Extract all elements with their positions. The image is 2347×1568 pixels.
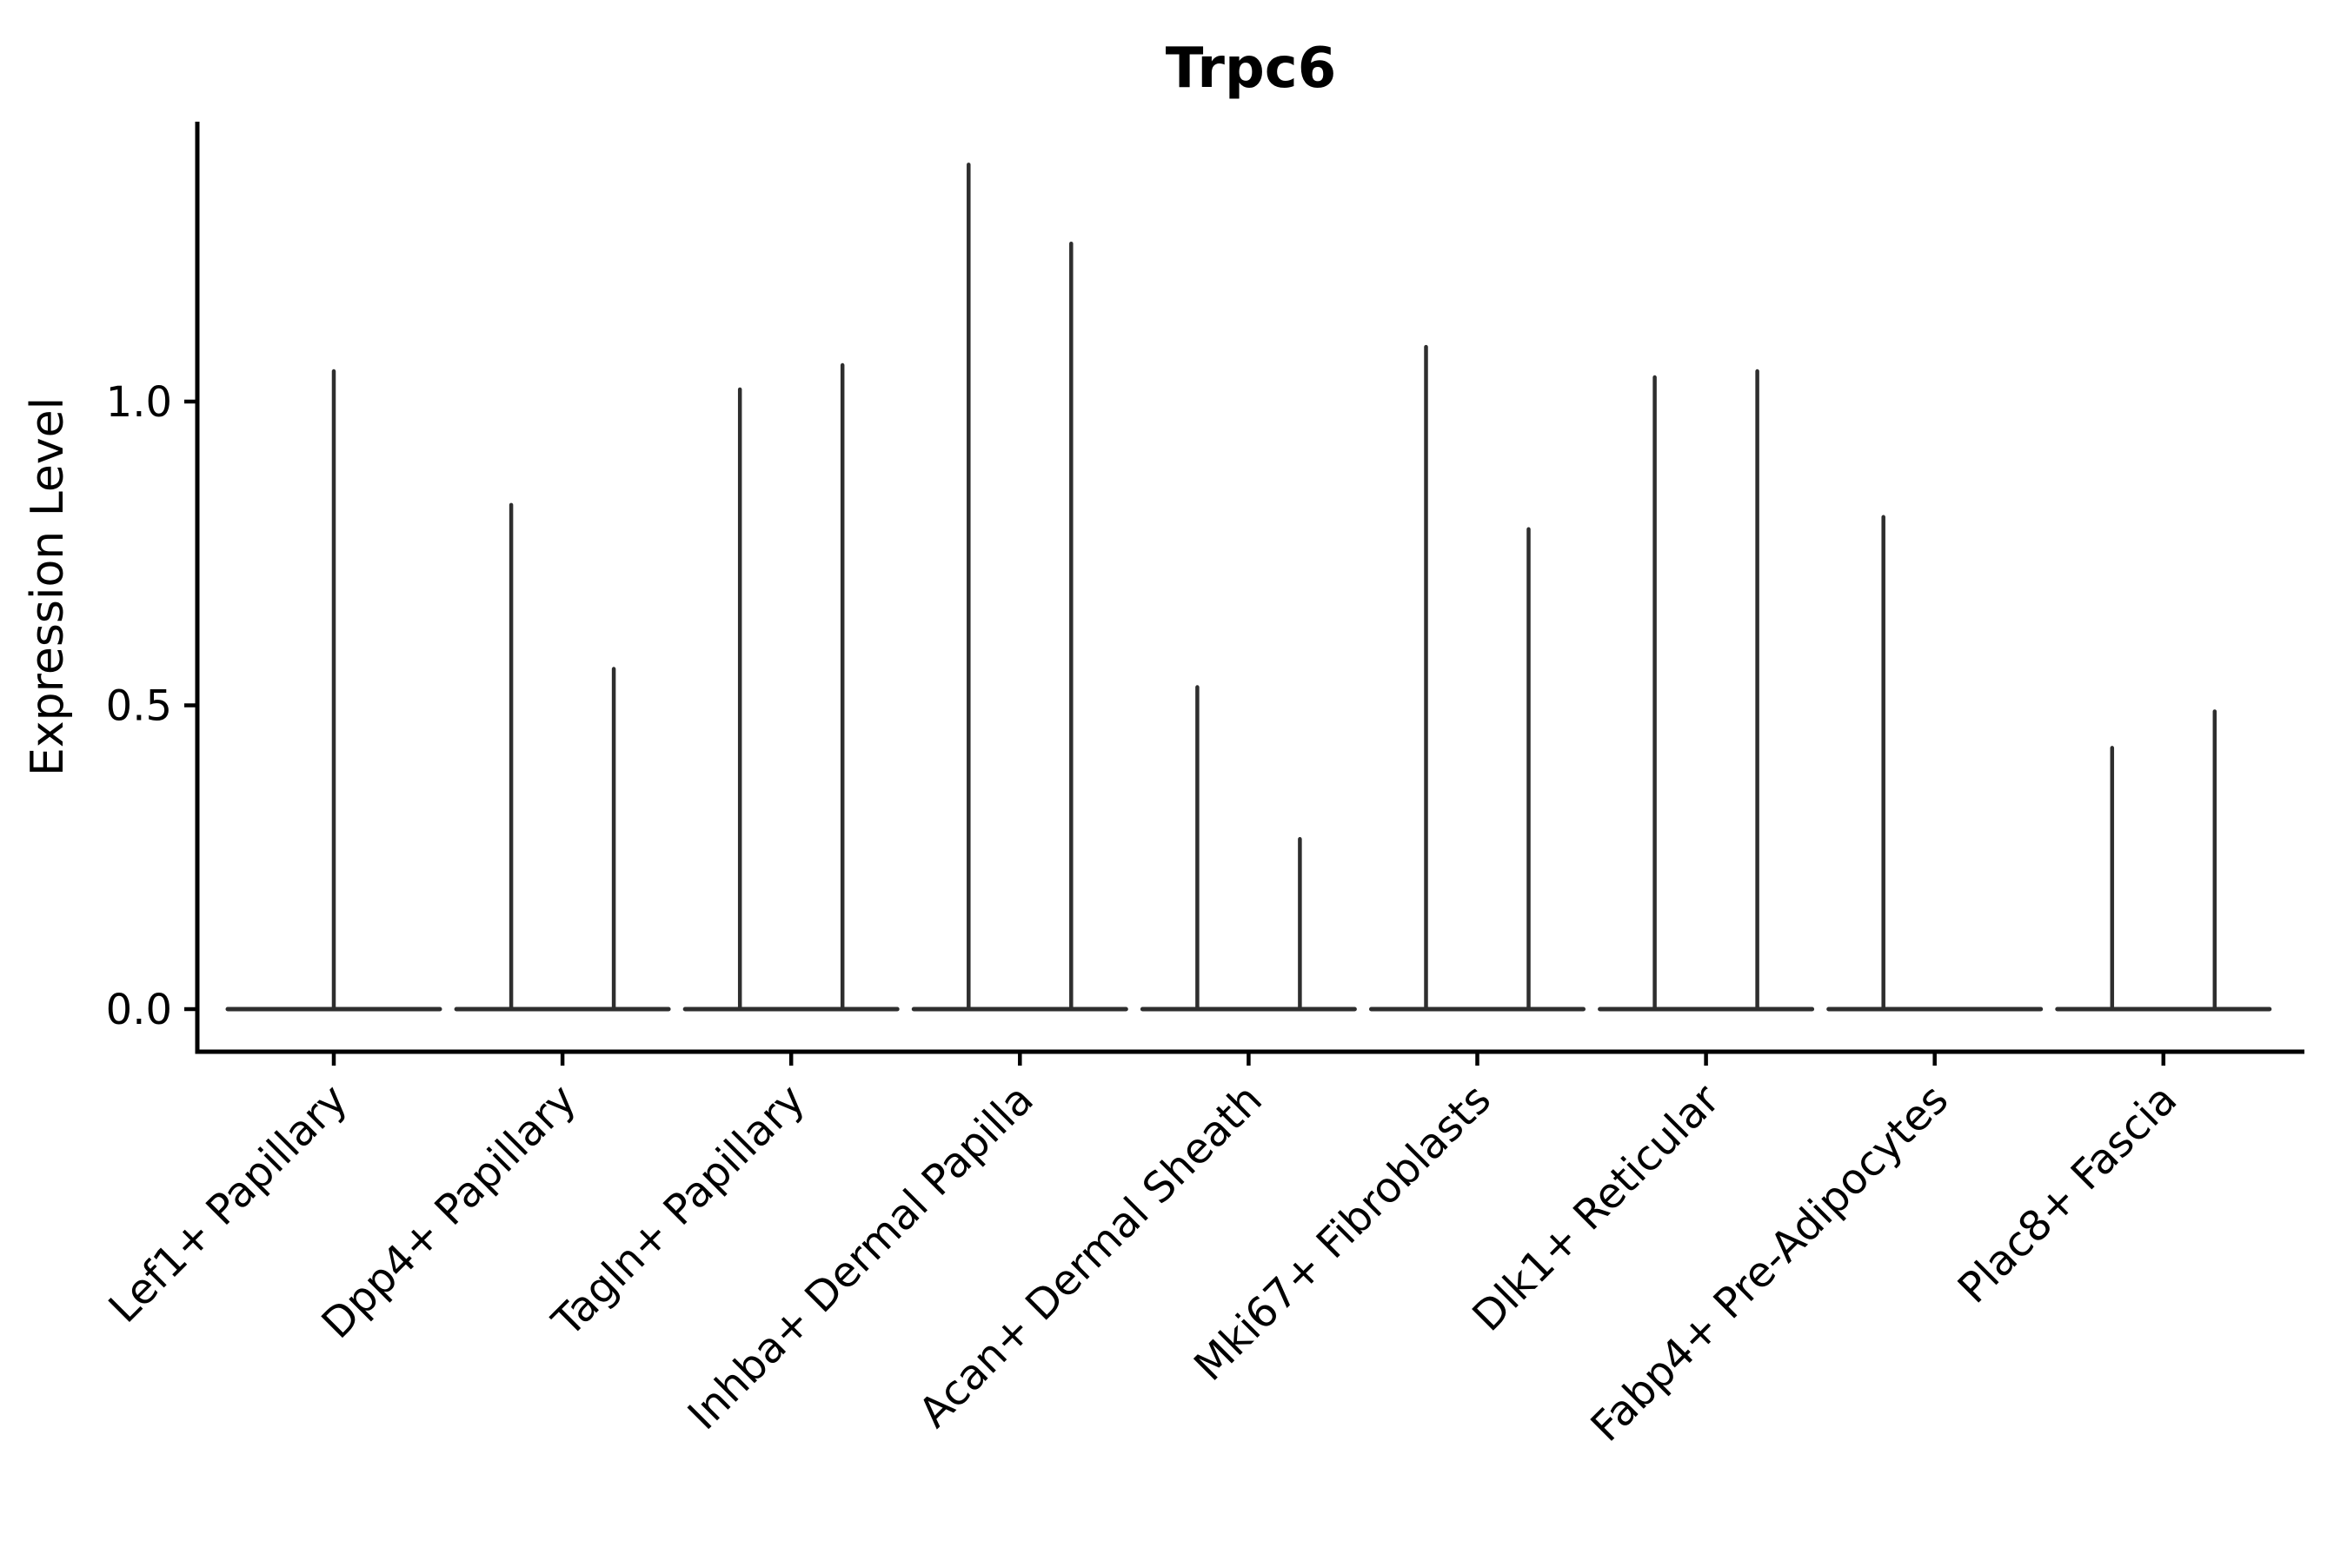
chart-title: Trpc6 <box>1166 37 1336 101</box>
axes-layer <box>184 122 2304 1066</box>
x-tick-labels: Lef1+ Papillary Dpp4+ Papillary Tagln+ P… <box>100 1075 2187 1452</box>
x-tick-label: Dpp4+ Papillary <box>313 1075 586 1348</box>
x-tick-label: Lef1+ Papillary <box>100 1075 357 1332</box>
y-tick-label: 0.5 <box>106 682 172 731</box>
x-tick-label: Plac8+ Fascia <box>1949 1075 2187 1313</box>
x-tick-label: Dlk1+ Reticular <box>1463 1075 1729 1341</box>
y-tick-label: 0.0 <box>106 986 172 1034</box>
violins-layer <box>225 163 2272 1012</box>
y-tick-label: 1.0 <box>106 378 172 427</box>
y-tick-labels: 0.0 0.5 1.0 <box>106 378 172 1034</box>
y-axis-label: Expression Level <box>22 397 74 776</box>
x-tick-label: Tagln+ Papillary <box>542 1075 814 1346</box>
